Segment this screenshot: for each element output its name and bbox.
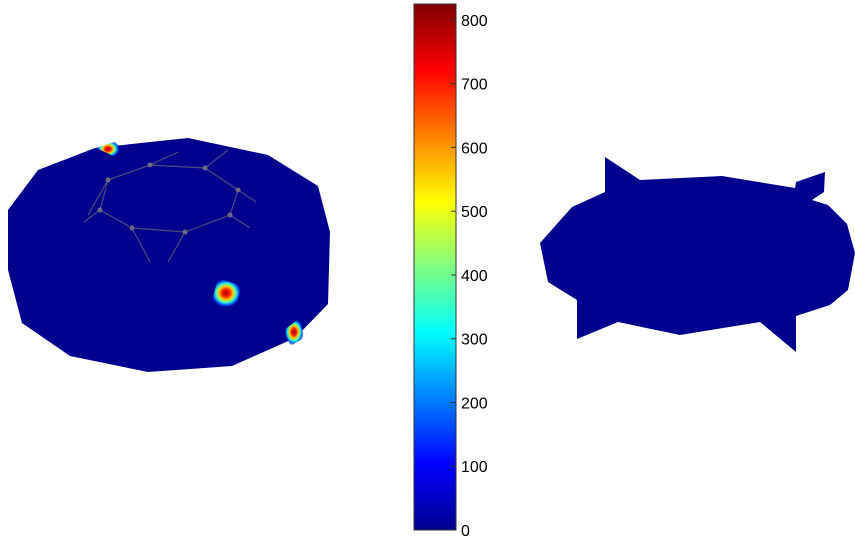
- hotspot-right-edge: [284, 318, 304, 346]
- colorbar-tick-label: 700: [461, 77, 488, 94]
- colorbar-tick-label: 800: [461, 13, 488, 30]
- colorbar-tick-label: 0: [461, 523, 470, 538]
- colorbar-ticks: 0 100 200 300 400 500 600 700 800: [451, 13, 488, 538]
- right-surface: [540, 157, 855, 352]
- hotspot-top-edge: [96, 140, 120, 158]
- colorbar-tick-label: 100: [461, 459, 488, 476]
- wireframe-joints: [97, 162, 241, 235]
- colorbar-tick-label: 300: [461, 332, 488, 349]
- colorbar-gradient: [413, 3, 457, 531]
- left-surface-plot: [8, 138, 330, 372]
- right-surface-plot: [540, 157, 855, 352]
- colorbar-tick-label: 600: [461, 140, 488, 157]
- colorbar-tick-label: 500: [461, 204, 488, 221]
- colorbar: 0 100 200 300 400 500 600 700 800: [413, 3, 488, 538]
- colorbar-tick-label: 400: [461, 268, 488, 285]
- colorbar-tick-label: 200: [461, 395, 488, 412]
- hotspot-center: [210, 278, 242, 308]
- left-surface: [8, 138, 330, 372]
